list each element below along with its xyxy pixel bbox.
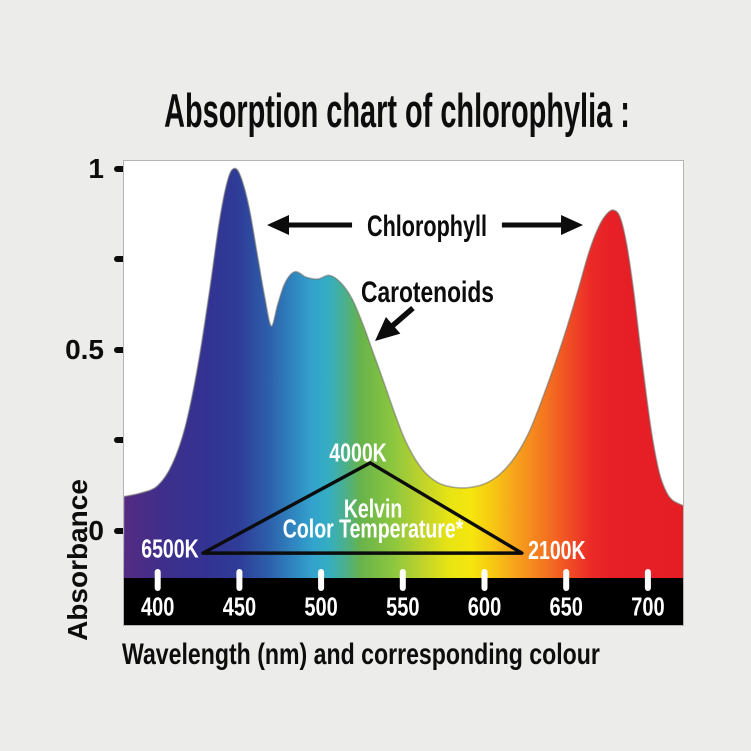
y-tick-label: 0.5: [65, 333, 104, 365]
x-tick-label: 550: [386, 592, 419, 621]
chart-title: Absorption chart of chlorophylia :: [164, 84, 630, 137]
y-tick-label: 0: [88, 515, 104, 546]
absorption-spectrum-chart: 400 450 500 550 600 650 700 4000K 6500K 2100K Kelv…: [124, 167, 683, 625]
carotenoids-arrowhead: [375, 316, 401, 342]
absorption-area: [124, 168, 683, 578]
y-axis-title: Absorbance: [62, 479, 93, 641]
x-tick-label: 600: [468, 592, 501, 621]
x-tick-mark: [154, 569, 161, 591]
absorption-curve-edge: [124, 167, 683, 507]
x-tick-mark: [563, 569, 570, 591]
x-tick-label: 450: [223, 592, 256, 621]
x-tick-label: 500: [304, 592, 337, 621]
plot-area: 400 450 500 550 600 650 700 4000K 6500K 2100K Kelv…: [123, 160, 684, 626]
chlorophyll-label: Chlorophyll: [367, 208, 487, 242]
kelvin-title-line2: Color Temperature*: [283, 514, 464, 543]
x-tick-label: 700: [631, 592, 664, 621]
kelvin-triangle: [201, 461, 524, 555]
y-tick-label: 1: [88, 152, 104, 184]
kelvin-4000k-label: 4000K: [329, 438, 387, 467]
x-tick-mark: [236, 569, 243, 591]
kelvin-2100k-label: 2100K: [528, 535, 586, 564]
chlorophyll-arrowhead-right: [561, 215, 584, 236]
x-tick-label: 400: [141, 592, 174, 621]
x-tick-label: 650: [550, 592, 583, 621]
x-axis-title: Wavelength (nm) and corresponding colour: [122, 638, 600, 671]
chlorophyll-arrowhead-left: [267, 215, 290, 236]
x-tick-mark: [318, 569, 325, 591]
kelvin-title-line1: Kelvin: [344, 494, 402, 523]
kelvin-6500k-label: 6500K: [141, 534, 199, 563]
x-tick-mark: [644, 569, 651, 591]
x-tick-mark: [399, 569, 406, 591]
carotenoids-label: Carotenoids: [361, 275, 494, 309]
x-tick-mark: [481, 569, 488, 591]
